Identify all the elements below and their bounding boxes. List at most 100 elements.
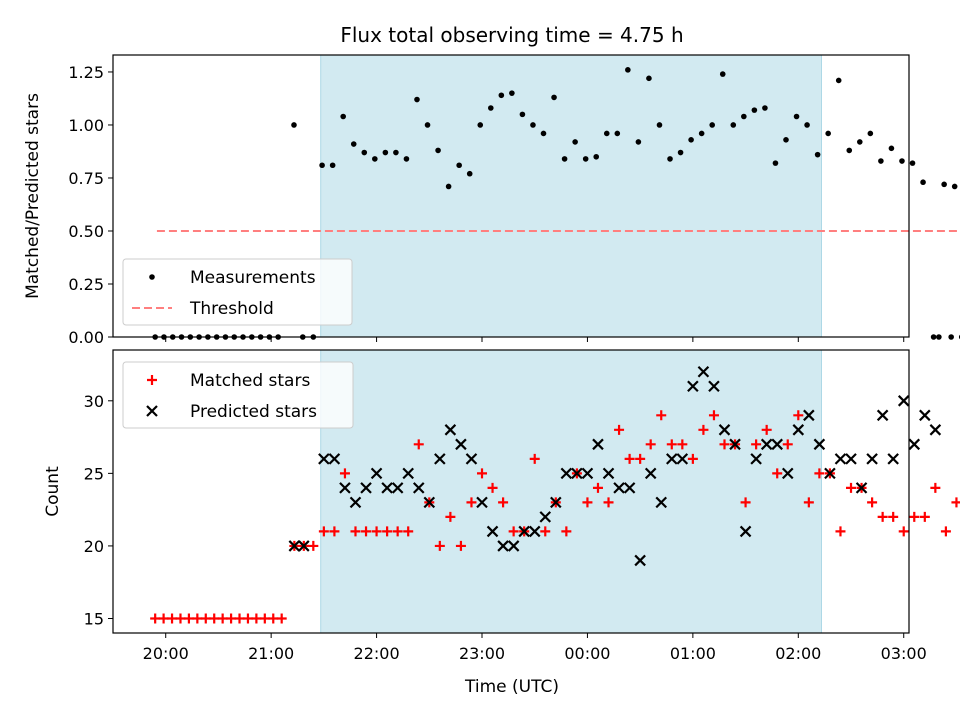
predicted-star-point [708, 380, 720, 393]
matched-star-point [529, 453, 540, 464]
matched-star-point [835, 526, 846, 537]
measurement-point [762, 105, 768, 111]
matched-star-point [251, 613, 262, 624]
matched-star-point [888, 511, 899, 522]
measurement-point [509, 90, 515, 96]
predicted-star-point [845, 453, 857, 465]
predicted-star-point [750, 453, 762, 465]
predicted-star-point [497, 540, 509, 552]
matched-star-point [350, 526, 361, 537]
legend-label: Predicted stars [190, 402, 317, 422]
measurement-point [350, 141, 357, 147]
predicted-star-point [581, 467, 594, 480]
measurement-point [677, 149, 684, 156]
predicted-star-point [528, 525, 541, 538]
matched-star-point [561, 526, 572, 537]
matched-star-point [234, 613, 245, 624]
matched-star-point [487, 482, 498, 493]
matched-star-point [603, 497, 614, 508]
matched-star-point [877, 511, 888, 522]
measurement-point [572, 139, 578, 145]
measurement-point [719, 71, 726, 77]
matched-star-point [361, 526, 372, 537]
predicted-star-point [507, 540, 520, 552]
predicted-star-point [560, 467, 573, 480]
predicted-star-point [349, 496, 362, 509]
measurement-point [878, 158, 884, 164]
x-tick-label: 22:00 [354, 644, 400, 663]
measurement-point [867, 130, 874, 137]
matched-star-point [259, 613, 270, 624]
measurement-point [656, 122, 663, 128]
matched-star-point [940, 526, 951, 537]
measurement-point [709, 122, 715, 128]
matched-star-point [814, 468, 825, 479]
measurement-point [920, 179, 926, 186]
y-tick-label: 1.25 [68, 63, 104, 82]
legend-marker-measurements [149, 274, 155, 280]
matched-star-point [540, 526, 551, 537]
predicted-star-point [887, 453, 899, 465]
measurement-point [825, 130, 831, 137]
matched-star-point [803, 497, 814, 508]
predicted-star-point [391, 482, 404, 494]
observing-span [320, 54, 822, 338]
matched-star-point [719, 439, 730, 450]
matched-star-point [846, 482, 857, 493]
measurement-point [582, 156, 589, 162]
predicted-star-point [803, 409, 815, 422]
matched-star-point [276, 613, 287, 624]
predicted-star-point [288, 540, 301, 552]
predicted-star-point [644, 467, 657, 480]
predicted-star-point [771, 438, 783, 451]
measurement-point [466, 170, 473, 177]
legend-marker-predicted [146, 405, 158, 417]
matched-star-point [645, 439, 656, 450]
measurement-point [635, 139, 642, 145]
matched-star-point [687, 453, 698, 464]
matched-star-point [708, 410, 719, 421]
measurement-point [856, 139, 863, 145]
predicted-star-point [298, 540, 310, 552]
predicted-star-point [824, 467, 836, 480]
measurement-point [646, 75, 652, 82]
predicted-star-point [866, 453, 878, 465]
y-axis-label: Matched/Predicted stars [23, 93, 43, 299]
matched-star-point [498, 497, 509, 508]
predicted-star-point [729, 438, 741, 451]
predicted-star-point [792, 424, 805, 436]
matched-star-point [761, 424, 772, 435]
predicted-star-point [876, 409, 889, 422]
matched-star-point [318, 526, 329, 537]
axes-frame [112, 349, 910, 634]
measurement-point [936, 334, 942, 340]
predicted-star-point [370, 467, 383, 480]
measurement-point [888, 145, 895, 152]
predicted-star-point [381, 482, 393, 494]
measurement-point [340, 113, 346, 120]
predicted-star-point [465, 453, 478, 465]
x-tick-label: 21:00 [248, 644, 294, 663]
measurement-point [772, 160, 779, 166]
predicted-star-point [318, 453, 330, 465]
measurement-point [329, 162, 336, 169]
y-tick-label: 0.25 [68, 275, 104, 294]
matched-star-point [751, 439, 762, 450]
axes-frame [112, 54, 910, 338]
predicted-star-point [919, 409, 931, 422]
measurement-point [498, 92, 505, 99]
measurement-point [487, 105, 494, 111]
measurement-point [561, 156, 568, 162]
predicted-star-point [687, 380, 699, 393]
matched-star-point [951, 497, 960, 508]
predicted-star-point [434, 453, 446, 465]
matched-star-point [226, 613, 237, 624]
measurement-point [751, 107, 758, 113]
predicted-star-point [486, 525, 499, 538]
measurement-point [899, 158, 905, 164]
matched-star-point [677, 439, 688, 450]
measurement-point [814, 151, 821, 158]
predicted-star-point [476, 496, 488, 509]
matched-star-point [477, 468, 488, 479]
